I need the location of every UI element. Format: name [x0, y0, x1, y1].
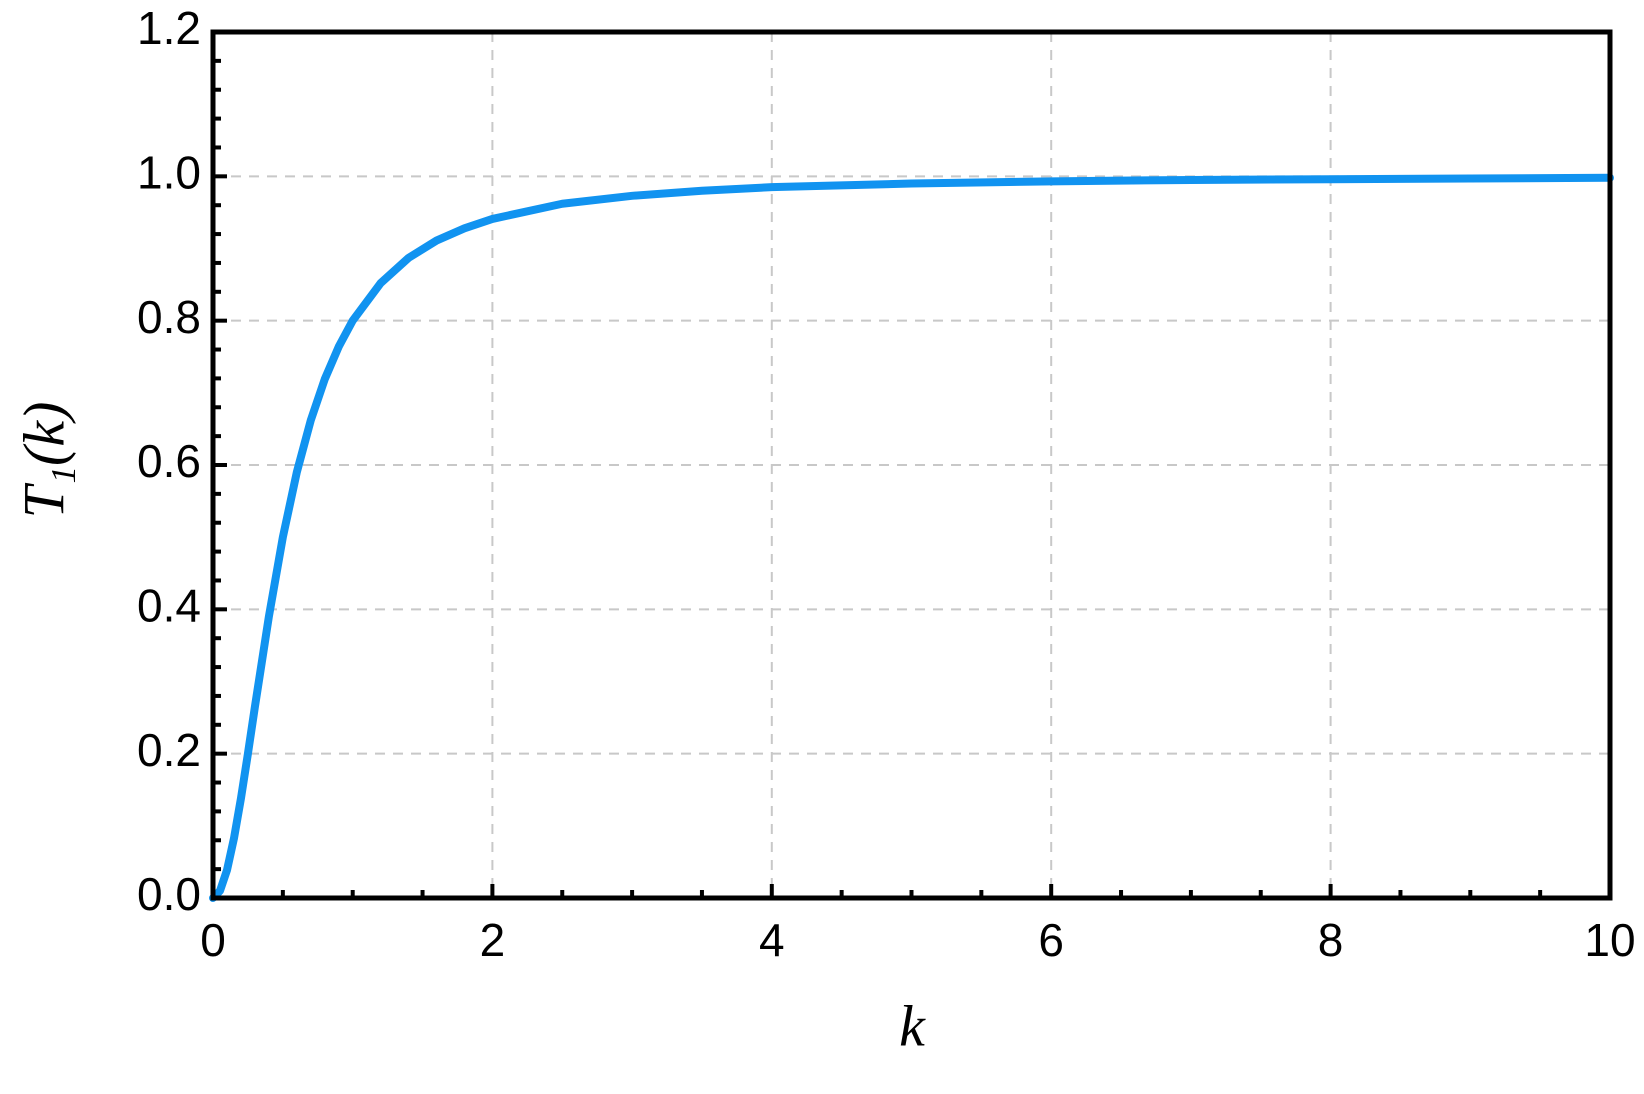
y-tick-label: 0.0 — [137, 868, 201, 920]
y-axis-label: T₁(k) — [11, 402, 76, 519]
y-tick-label: 0.4 — [137, 579, 201, 631]
x-tick-label: 2 — [480, 914, 506, 966]
y-tick-label: 1.2 — [137, 2, 201, 54]
data-line — [209, 173, 1614, 902]
x-tick-label: 6 — [1038, 914, 1064, 966]
y-tick-label: 0.6 — [137, 435, 201, 487]
x-axis-label: k — [899, 993, 926, 1058]
y-tick-label: 1.0 — [137, 146, 201, 198]
x-tick-label: 4 — [759, 914, 785, 966]
x-tick-label: 10 — [1584, 914, 1635, 966]
y-tick-label: 0.8 — [137, 291, 201, 343]
x-tick-label: 8 — [1318, 914, 1344, 966]
y-tick-label: 0.2 — [137, 724, 201, 776]
x-tick-label: 0 — [200, 914, 226, 966]
plot-frame — [210, 29, 1613, 901]
